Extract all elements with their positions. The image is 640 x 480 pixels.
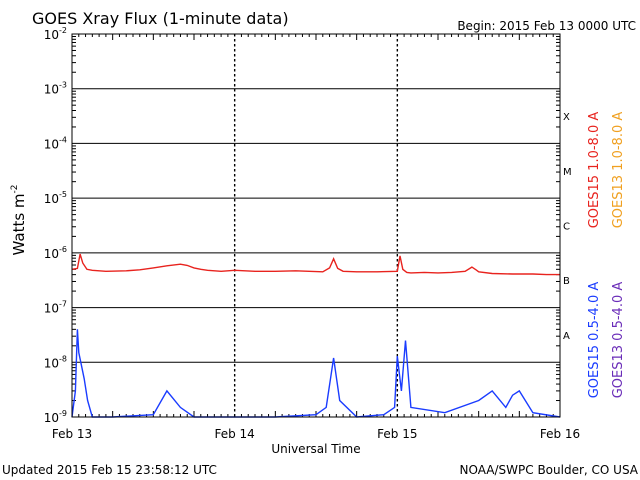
- plot-grid: [72, 34, 560, 417]
- x-axis-title: Universal Time: [271, 442, 360, 456]
- flare-class-labels: X M C B A: [563, 112, 572, 342]
- series-lines: [71, 253, 561, 418]
- y-tick-label: 10-7: [44, 300, 67, 316]
- legend-entry: GOES15 0.5-4.0 A: [587, 282, 602, 399]
- y-tick-label: 10-9: [44, 409, 67, 425]
- updated-timestamp: Updated 2015 Feb 15 23:58:12 UTC: [2, 463, 217, 477]
- x-tick-label: Feb 16: [540, 427, 580, 441]
- x-tick-label: Feb 15: [377, 427, 417, 441]
- flare-class-label: M: [563, 167, 572, 178]
- y-tick-label: 10-4: [44, 135, 67, 151]
- y-tick-label: 10-6: [44, 245, 67, 261]
- series-line: [71, 329, 561, 418]
- y-tick-label: 10-5: [44, 190, 67, 206]
- chart-title: GOES Xray Flux (1-minute data): [32, 9, 289, 28]
- y-tick-label: 10-8: [44, 354, 67, 370]
- credit-text: NOAA/SWPC Boulder, CO USA: [460, 463, 639, 477]
- legend: GOES15 1.0-8.0 A GOES13 1.0-8.0 A GOES15 0…: [587, 112, 626, 399]
- flare-class-label: B: [563, 276, 570, 287]
- flare-class-label: C: [563, 222, 570, 233]
- x-tick-label: Feb 13: [52, 427, 92, 441]
- legend-entry: GOES13 0.5-4.0 A: [611, 282, 626, 399]
- x-axis-ticks: Feb 13 Feb 14 Feb 15 Feb 16: [52, 34, 580, 441]
- x-tick-label: Feb 14: [214, 427, 254, 441]
- y-axis-title: Watts m-2: [10, 184, 28, 255]
- flare-class-label: X: [563, 112, 570, 123]
- y-tick-label: 10-3: [44, 81, 67, 97]
- y-axis-ticks: 10-2 10-3 10-4 10-5 10-6 10-7 10-8 10-9: [44, 26, 560, 425]
- y-tick-label: 10-2: [44, 26, 67, 42]
- plot-frame: [71, 33, 561, 418]
- flare-class-label: A: [563, 331, 570, 342]
- begin-date: Begin: 2015 Feb 13 0000 UTC: [457, 19, 636, 33]
- legend-entry: GOES15 1.0-8.0 A: [587, 112, 602, 229]
- series-line: [71, 253, 560, 276]
- legend-entry: GOES13 1.0-8.0 A: [611, 112, 626, 229]
